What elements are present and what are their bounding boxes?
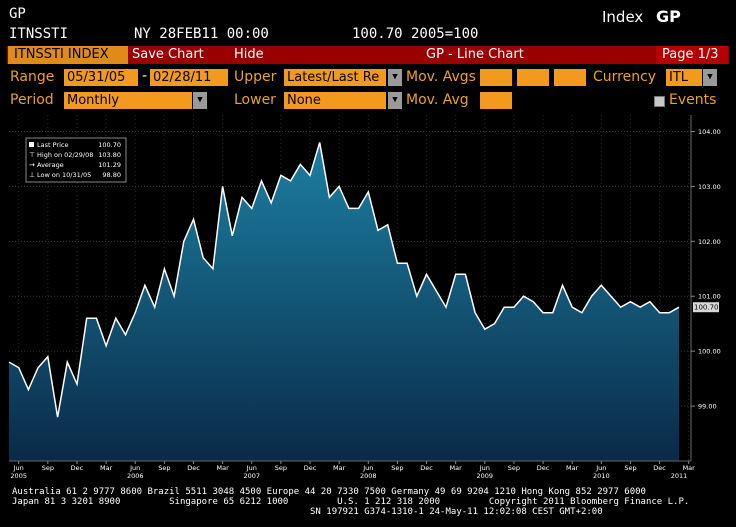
- x-year-label: 2011: [671, 472, 688, 480]
- x-tick-label: Sep: [275, 464, 287, 472]
- chart-legend: Last Price 100.70 ⊤ High on 02/29/08 103…: [25, 137, 127, 183]
- currency-select[interactable]: ITL: [666, 69, 702, 86]
- quote-date: NY 28FEB11 00:00: [134, 26, 269, 42]
- hide-button[interactable]: Hide: [234, 47, 264, 62]
- x-tick-label: Mar: [333, 464, 346, 472]
- mov-avg-input-2[interactable]: [517, 69, 549, 86]
- chart-title: GP - Line Chart: [426, 47, 524, 62]
- x-tick-label: Jun: [13, 464, 24, 472]
- price-area: [9, 142, 679, 461]
- average-marker-icon: →: [29, 161, 35, 169]
- x-tick-label: Dec: [653, 464, 666, 472]
- y-tick-label: 103.00: [698, 183, 721, 191]
- legend-label-low: Low on 10/31/05: [37, 171, 91, 179]
- price-line: [8, 142, 680, 418]
- high-marker-icon: ⊤: [29, 151, 35, 159]
- range-end-input[interactable]: 02/28/11: [150, 69, 228, 86]
- x-tick-label: Dec: [537, 464, 550, 472]
- x-tick-label: Mar: [566, 464, 579, 472]
- y-tick-label: 100.00: [698, 348, 721, 356]
- period-label: Period: [10, 92, 54, 108]
- lower-label: Lower: [234, 92, 276, 108]
- events-checkbox[interactable]: [654, 96, 665, 107]
- x-tick-label: Dec: [187, 464, 200, 472]
- ticker: ITNSSTI: [9, 26, 69, 42]
- range-separator: -: [142, 68, 148, 84]
- mov-avg-lower-input[interactable]: [480, 92, 512, 109]
- x-tick-label: Dec: [420, 464, 433, 472]
- x-year-label: 2006: [127, 472, 144, 480]
- range-start-input[interactable]: 05/31/05: [64, 69, 138, 86]
- x-year-label: 2010: [593, 472, 610, 480]
- range-label: Range: [10, 69, 55, 85]
- lower-select[interactable]: None: [284, 92, 386, 109]
- upper-label: Upper: [234, 69, 277, 85]
- upper-select[interactable]: Latest/Last Re: [284, 69, 386, 86]
- x-tick-label: Sep: [42, 464, 54, 472]
- period-select[interactable]: Monthly: [64, 92, 192, 109]
- low-marker-icon: ⊥: [29, 171, 35, 179]
- x-tick-label: Jun: [246, 464, 257, 472]
- last-price-swatch-icon: [29, 142, 34, 147]
- x-tick-label: Mar: [216, 464, 229, 472]
- function-key: GP: [656, 7, 681, 26]
- period-dropdown-icon[interactable]: ▼: [193, 92, 207, 109]
- quote-value: 100.70 2005=100: [352, 26, 479, 42]
- legend-value-low: 98.80: [102, 171, 121, 179]
- x-tick-label: Dec: [71, 464, 84, 472]
- save-chart-button[interactable]: Save Chart: [132, 47, 204, 62]
- legend-label-average: Average: [37, 161, 64, 169]
- x-tick-label: Mar: [683, 464, 696, 472]
- function-code: GP: [9, 6, 26, 22]
- upper-dropdown-icon[interactable]: ▼: [388, 69, 402, 86]
- x-year-label: 2005: [10, 472, 27, 480]
- currency-label: Currency: [593, 69, 657, 85]
- y-tick-label: 99.00: [698, 403, 717, 411]
- x-tick-label: Sep: [391, 464, 403, 472]
- x-year-label: 2007: [243, 472, 260, 480]
- line-chart[interactable]: 99.00 100.00 101.00 102.00 103.00 104.00 Jun S…: [0, 113, 736, 485]
- mov-avg-input-1[interactable]: [480, 69, 512, 86]
- footer-contacts-1: Australia 61 2 9777 8600 Brazil 5511 304…: [12, 487, 646, 497]
- x-tick-label: Jun: [595, 464, 606, 472]
- x-tick-label: Mar: [450, 464, 463, 472]
- legend-value-high: 103.80: [98, 151, 121, 159]
- x-tick-label: Dec: [304, 464, 317, 472]
- x-year-label: 2008: [360, 472, 377, 480]
- page-indicator[interactable]: Page 1/3: [656, 46, 728, 64]
- legend-label-last: Last Price: [37, 141, 68, 149]
- events-label: Events: [669, 92, 717, 108]
- last-price-marker: [693, 302, 719, 313]
- mov-avg-input-3[interactable]: [554, 69, 586, 86]
- y-tick-label: 102.00: [698, 238, 721, 246]
- footer-contacts-2: Japan 81 3 3201 8900 Singapore 65 6212 1…: [12, 497, 690, 507]
- index-tab[interactable]: ITNSSTI INDEX: [8, 46, 128, 64]
- y-tick-label: 104.00: [698, 128, 721, 136]
- x-tick-label: Jun: [362, 464, 373, 472]
- mov-avgs-label: Mov. Avgs: [406, 69, 476, 85]
- x-tick-label: Sep: [508, 464, 520, 472]
- footer-session: SN 197921 G374-1310-1 24-May-11 12:02:08…: [12, 507, 603, 517]
- chart-toolbar: [7, 46, 729, 64]
- legend-value-last: 100.70: [98, 141, 121, 149]
- currency-dropdown-icon[interactable]: ▼: [703, 69, 717, 86]
- x-tick-label: Sep: [158, 464, 170, 472]
- last-price-marker-label: 100.70: [694, 304, 719, 312]
- x-tick-label: Sep: [624, 464, 636, 472]
- x-tick-label: Mar: [100, 464, 113, 472]
- legend-label-high: High on 02/29/08: [37, 151, 93, 159]
- legend-value-average: 101.29: [98, 161, 121, 169]
- mov-avg-label: Mov. Avg: [406, 92, 469, 108]
- market-sector-label: Index: [602, 8, 644, 26]
- lower-dropdown-icon[interactable]: ▼: [388, 92, 402, 109]
- x-tick-label: Jun: [479, 464, 490, 472]
- x-year-label: 2009: [477, 472, 494, 480]
- y-tick-label: 101.00: [698, 293, 721, 301]
- x-tick-label: Jun: [129, 464, 140, 472]
